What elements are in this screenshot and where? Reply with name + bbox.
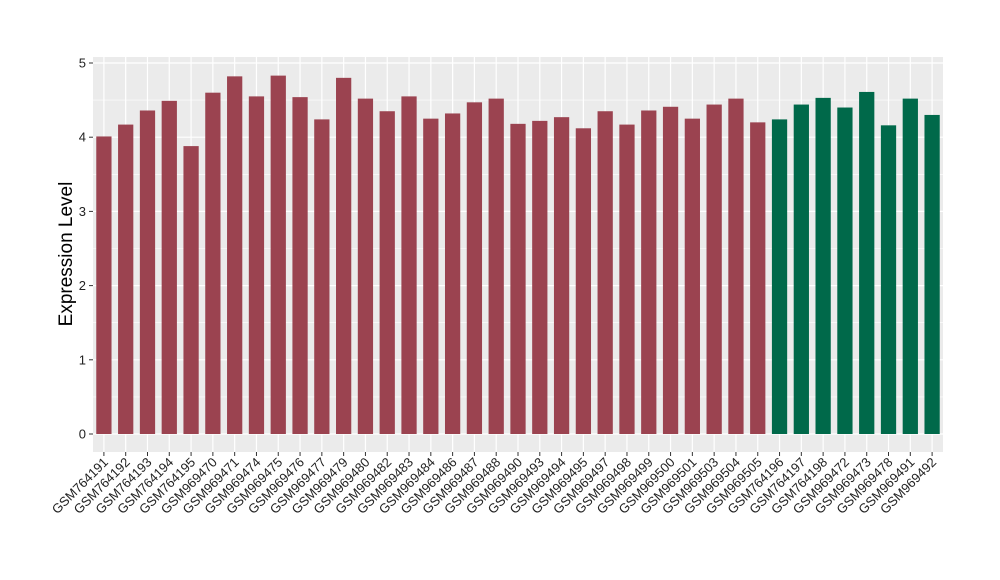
bar-GSM764191 bbox=[96, 136, 112, 434]
bar-GSM969476 bbox=[292, 97, 308, 434]
bar-GSM969504 bbox=[728, 98, 744, 434]
bar-GSM969498 bbox=[619, 124, 635, 434]
bar-GSM969494 bbox=[553, 117, 570, 434]
bar-GSM764198 bbox=[815, 97, 831, 435]
bar-GSM764193 bbox=[139, 110, 156, 434]
bar-GSM764194 bbox=[161, 100, 177, 434]
bar-GSM969500 bbox=[662, 106, 679, 434]
y-axis: 0 1 2 3 4 5 bbox=[79, 56, 93, 442]
bar-GSM969492 bbox=[924, 114, 940, 434]
bar-GSM969497 bbox=[597, 111, 613, 434]
bar-GSM969473 bbox=[859, 91, 875, 435]
y-tick-label: 2 bbox=[79, 278, 86, 293]
y-tick-label: 1 bbox=[79, 352, 86, 367]
bar-GSM969490 bbox=[510, 123, 526, 435]
bar-GSM764192 bbox=[118, 124, 134, 434]
bar-GSM969499 bbox=[641, 110, 657, 434]
bar-GSM764197 bbox=[793, 104, 809, 434]
bar-GSM969491 bbox=[902, 98, 918, 434]
bar-GSM969479 bbox=[336, 77, 352, 434]
bar-GSM969482 bbox=[379, 111, 395, 434]
bar-GSM969486 bbox=[444, 113, 461, 435]
bar-GSM969483 bbox=[401, 96, 417, 434]
bar-GSM969475 bbox=[270, 75, 286, 434]
bar-GSM969487 bbox=[466, 102, 483, 435]
bar-GSM764195 bbox=[183, 146, 199, 434]
y-tick-label: 3 bbox=[79, 204, 86, 219]
bar-GSM969470 bbox=[205, 92, 221, 435]
y-tick-label: 4 bbox=[79, 130, 86, 145]
bar-GSM969493 bbox=[532, 120, 548, 434]
bar-GSM969503 bbox=[706, 104, 722, 434]
bar-GSM969477 bbox=[314, 119, 330, 434]
bar-GSM969474 bbox=[248, 96, 265, 434]
bar-GSM764196 bbox=[771, 119, 788, 434]
y-axis-title: Expression Level bbox=[56, 182, 77, 327]
bars bbox=[96, 75, 940, 435]
bar-GSM969495 bbox=[575, 128, 592, 434]
bar-GSM969472 bbox=[837, 107, 853, 435]
bar-GSM969484 bbox=[423, 118, 439, 435]
y-tick-label: 5 bbox=[79, 56, 86, 71]
bar-GSM969471 bbox=[227, 76, 243, 434]
x-axis: GSM764191GSM764192GSM764193GSM764194GSM7… bbox=[49, 452, 939, 517]
bar-GSM969480 bbox=[357, 98, 374, 434]
bar-GSM969505 bbox=[750, 122, 766, 435]
bar-GSM969478 bbox=[880, 125, 897, 434]
y-tick-label: 0 bbox=[79, 427, 86, 442]
bar-GSM969501 bbox=[684, 118, 700, 435]
bar-GSM969488 bbox=[488, 98, 504, 434]
